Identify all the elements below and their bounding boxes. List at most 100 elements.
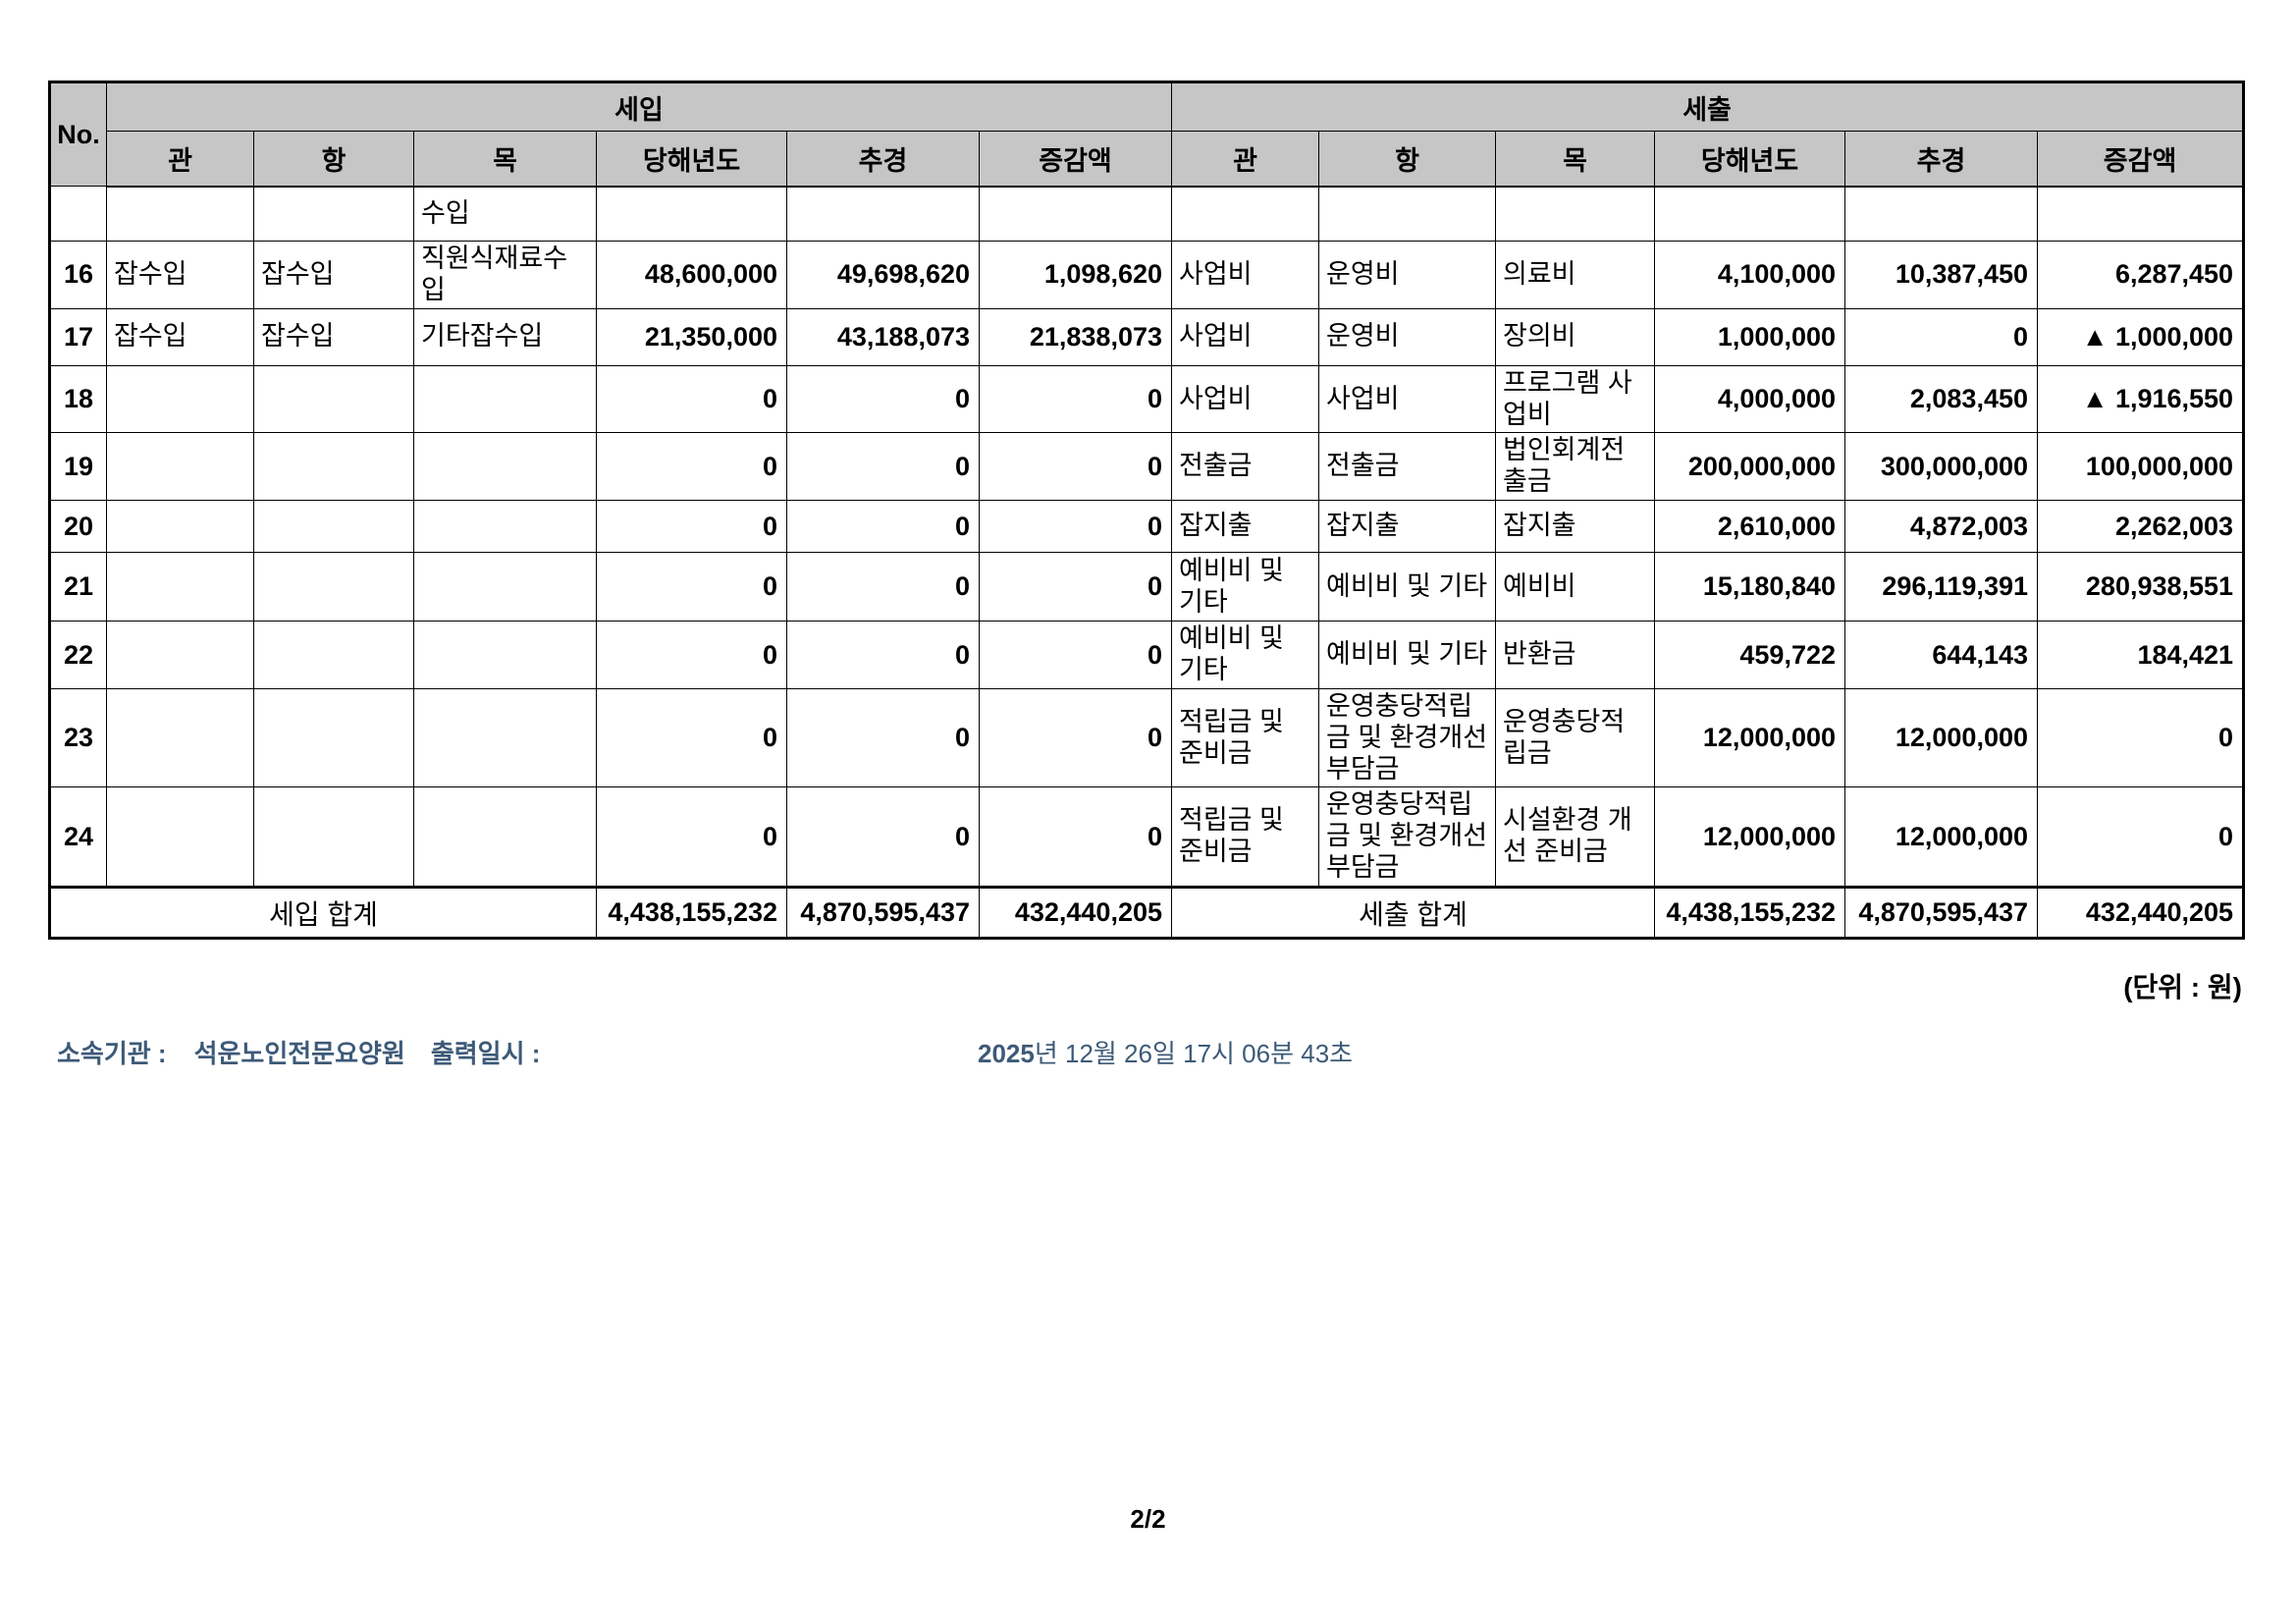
sub-header-revenue-5: 증감액 — [979, 131, 1172, 188]
expenditure-cell: 0 — [2036, 687, 2245, 788]
expenditure-cell: 2,262,003 — [2036, 500, 2245, 554]
table-header-group-row: No. 세입 세출 — [49, 81, 2245, 187]
revenue-cell: 잡수입 — [106, 307, 254, 366]
budget-table: No. 세입 세출 관 항 목 당해년도 추경 증감액 관 항 목 당해년도 추경 증감액 수입 16 잡… — [48, 81, 2246, 941]
expenditure-cell: 300,000,000 — [1844, 432, 2038, 502]
expenditure-cell: 12,000,000 — [1844, 687, 2038, 788]
table-row: 수입 — [49, 186, 2245, 242]
page-number: 2/2 — [1130, 1504, 1166, 1534]
revenue-cell — [253, 186, 414, 242]
revenue-cell: 0 — [596, 687, 787, 788]
expenditure-cell: 4,000,000 — [1654, 364, 1845, 434]
expenditure-cell: 장의비 — [1495, 307, 1655, 366]
expenditure-cell: 잡지출 — [1495, 500, 1655, 554]
revenue-cell: 0 — [786, 552, 980, 622]
expenditure-cell: 100,000,000 — [2036, 432, 2245, 502]
expenditure-cell: 6,287,450 — [2036, 241, 2245, 309]
revenue-cell — [106, 621, 254, 689]
print-meta-line: 소속기관 : 석운노인전문요양원 출력일시 : 2025년 12월 26일 17시 … — [57, 1034, 2216, 1069]
expenditure-cell: 시설환경 개선 준비금 — [1495, 786, 1655, 889]
table-header-sub-row: 관 항 목 당해년도 추경 증감액 관 항 목 당해년도 추경 증감액 — [50, 131, 2245, 188]
expenditure-cell: 예비비 및 기타 — [1318, 621, 1496, 689]
row-number-cell: 18 — [49, 364, 107, 434]
revenue-cell — [413, 552, 597, 622]
table-row: 21 0 0 0 예비비 및 기타 예비비 및 기타 예비비 15,180,840 296,11… — [49, 552, 2245, 622]
expenditure-cell: 반환금 — [1495, 621, 1655, 689]
expenditure-total-revised: 4,870,595,437 — [1844, 886, 2038, 940]
sub-header-revenue-4: 추경 — [786, 131, 980, 188]
table-row: 22 0 0 0 예비비 및 기타 예비비 및 기타 반환금 459,722 644,143 18… — [49, 621, 2245, 689]
expenditure-cell: 12,000,000 — [1844, 786, 2038, 889]
revenue-cell: 0 — [979, 432, 1172, 502]
sub-header-expenditure-3: 당해년도 — [1654, 131, 1845, 188]
expenditure-cell: 2,610,000 — [1654, 500, 1845, 554]
table-row: 18 0 0 0 사업비 사업비 프로그램 사업비 4,000,000 2,083,450 ▲ 1… — [49, 364, 2245, 434]
revenue-cell — [253, 552, 414, 622]
revenue-cell: 0 — [979, 552, 1172, 622]
revenue-cell — [786, 186, 980, 242]
revenue-cell: 21,838,073 — [979, 307, 1172, 366]
expenditure-cell: 사업비 — [1171, 241, 1319, 309]
revenue-cell: 0 — [979, 687, 1172, 788]
revenue-cell: 0 — [979, 364, 1172, 434]
expenditure-cell: 운영비 — [1318, 241, 1496, 309]
revenue-cell — [106, 186, 254, 242]
expenditure-cell: 644,143 — [1844, 621, 2038, 689]
table-row: 20 0 0 0 잡지출 잡지출 잡지출 2,610,000 4,872,003 2,262,00… — [49, 500, 2245, 554]
revenue-cell — [106, 432, 254, 502]
org-label: 소속기관 : — [57, 1039, 167, 1068]
revenue-cell — [253, 786, 414, 889]
row-number-cell: 22 — [49, 621, 107, 689]
revenue-cell: 잡수입 — [253, 241, 414, 309]
revenue-total-change: 432,440,205 — [979, 886, 1172, 940]
revenue-cell: 0 — [786, 432, 980, 502]
row-number-cell: 20 — [49, 500, 107, 554]
revenue-cell — [413, 786, 597, 889]
revenue-total-current: 4,438,155,232 — [596, 886, 787, 940]
group-header-expenditure: 세출 — [1170, 81, 2245, 132]
expenditure-cell: 사업비 — [1171, 307, 1319, 366]
row-number-cell: 16 — [49, 241, 107, 309]
revenue-cell: 21,350,000 — [596, 307, 787, 366]
revenue-cell — [253, 432, 414, 502]
row-number-cell: 19 — [49, 432, 107, 502]
expenditure-cell — [2036, 186, 2245, 242]
print-datetime: 2025년 12월 26일 17시 06분 43초 — [978, 1034, 1353, 1070]
sub-header-expenditure-1: 항 — [1318, 131, 1496, 188]
revenue-cell: 수입 — [413, 186, 597, 242]
expenditure-total-label: 세출 합계 — [1171, 886, 1655, 940]
print-datetime-rest: 년 12월 26일 17시 06분 43초 — [1034, 1039, 1354, 1068]
expenditure-cell — [1318, 186, 1496, 242]
expenditure-cell: 184,421 — [2036, 621, 2245, 689]
revenue-cell: 0 — [786, 500, 980, 554]
expenditure-cell: 운영충당적립금 — [1495, 687, 1655, 788]
revenue-cell — [979, 186, 1172, 242]
revenue-cell — [106, 364, 254, 434]
revenue-cell — [253, 500, 414, 554]
revenue-cell: 0 — [786, 786, 980, 889]
expenditure-cell: 적립금 및 준비금 — [1171, 786, 1319, 889]
revenue-cell: 0 — [596, 786, 787, 889]
revenue-cell — [413, 500, 597, 554]
expenditure-cell — [1495, 186, 1655, 242]
revenue-cell: 직원식재료수입 — [413, 241, 597, 309]
expenditure-cell: 사업비 — [1318, 364, 1496, 434]
row-number-cell: 23 — [49, 687, 107, 788]
revenue-cell — [106, 786, 254, 889]
expenditure-cell: 459,722 — [1654, 621, 1845, 689]
expenditure-cell: 296,119,391 — [1844, 552, 2038, 622]
sub-header-revenue-0: 관 — [106, 131, 254, 188]
expenditure-cell: ▲ 1,916,550 — [2036, 364, 2245, 434]
revenue-cell — [413, 621, 597, 689]
row-number-cell: 17 — [49, 307, 107, 366]
table-row: 17 잡수입 잡수입 기타잡수입 21,350,000 43,188,073 21,838,… — [49, 307, 2245, 366]
revenue-cell: 0 — [596, 364, 787, 434]
expenditure-cell: 200,000,000 — [1654, 432, 1845, 502]
expenditure-cell: 프로그램 사업비 — [1495, 364, 1655, 434]
expenditure-cell: 4,100,000 — [1654, 241, 1845, 309]
print-time-label: 출력일시 : — [430, 1039, 541, 1068]
expenditure-cell — [1654, 186, 1845, 242]
expenditure-cell: 운영비 — [1318, 307, 1496, 366]
sub-header-revenue-2: 목 — [413, 131, 597, 188]
expenditure-cell: 2,083,450 — [1844, 364, 2038, 434]
